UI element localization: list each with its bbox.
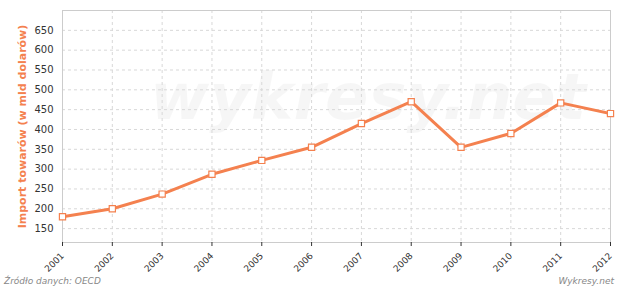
svg-text:450: 450 bbox=[34, 104, 53, 115]
svg-text:200: 200 bbox=[34, 203, 53, 214]
svg-text:2006: 2006 bbox=[292, 251, 315, 272]
svg-text:150: 150 bbox=[34, 223, 53, 234]
html-text:Źródło danych: OECD: Źródło danych: OECD bbox=[4, 276, 101, 286]
svg-text:400: 400 bbox=[34, 124, 53, 135]
svg-text:600: 600 bbox=[34, 44, 53, 55]
svg-text:2008: 2008 bbox=[391, 251, 414, 272]
svg-text:2012: 2012 bbox=[591, 251, 614, 272]
svg-text:650: 650 bbox=[34, 25, 53, 36]
svg-text:350: 350 bbox=[34, 144, 53, 155]
svg-text:2003: 2003 bbox=[142, 251, 165, 272]
svg-text:2005: 2005 bbox=[242, 251, 265, 272]
svg-text:550: 550 bbox=[34, 64, 53, 75]
svg-text:500: 500 bbox=[34, 84, 53, 95]
svg-text:Import towarów (w mld dolarów): Import towarów (w mld dolarów) bbox=[16, 25, 29, 229]
svg-text:2004: 2004 bbox=[192, 251, 215, 272]
svg-text:2007: 2007 bbox=[342, 251, 365, 272]
svg-text:2010: 2010 bbox=[491, 251, 514, 272]
svg-text:300: 300 bbox=[34, 163, 53, 174]
html-text:wykresy.net: wykresy.net bbox=[150, 60, 587, 134]
svg-text:2009: 2009 bbox=[441, 251, 464, 272]
svg-text:2011: 2011 bbox=[541, 251, 564, 272]
svg-text:2002: 2002 bbox=[93, 251, 116, 272]
svg-text:2001: 2001 bbox=[43, 251, 66, 272]
svg-text:250: 250 bbox=[34, 183, 53, 194]
html-text:Wykresy.net: Wykresy.net bbox=[558, 276, 614, 286]
